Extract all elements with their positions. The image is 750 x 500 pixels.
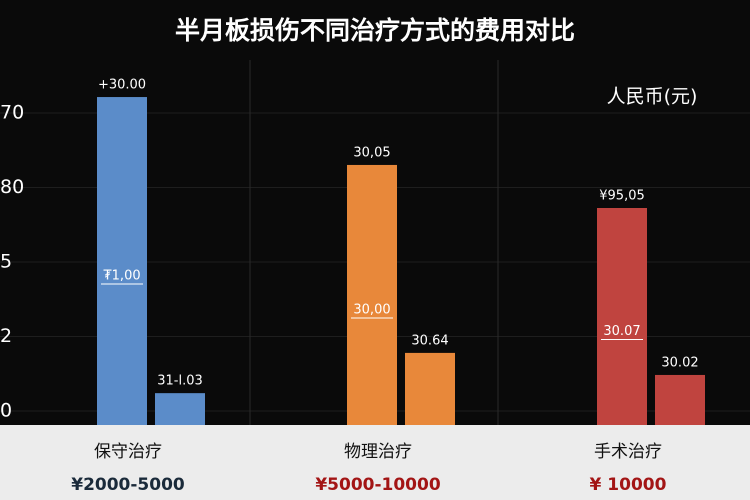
y-axis-label: 2 bbox=[0, 325, 12, 347]
category-label: 手术治疗 bbox=[594, 442, 662, 462]
data-label: 31-l.03 bbox=[157, 374, 203, 389]
bar bbox=[97, 97, 147, 426]
data-label: 30.64 bbox=[411, 333, 448, 348]
bar bbox=[155, 393, 205, 425]
y-axis-label: 80 bbox=[0, 176, 24, 198]
inner-label: 30,00 bbox=[353, 302, 390, 317]
bar bbox=[597, 208, 647, 425]
category-label: 保守治疗 bbox=[94, 442, 162, 462]
inner-label: 30.07 bbox=[603, 324, 640, 339]
data-label: 30,05 bbox=[353, 145, 390, 160]
data-label: ¥95,05 bbox=[599, 189, 645, 204]
chart-title: 半月板损伤不同治疗方式的费用对比 bbox=[175, 16, 575, 45]
y-axis-label: 0 bbox=[0, 400, 12, 422]
category-sublabel: ¥ 10000 bbox=[590, 475, 667, 495]
category-label: 物理治疗 bbox=[344, 442, 412, 462]
data-label: +30.00 bbox=[98, 78, 146, 93]
bar bbox=[655, 374, 705, 425]
y-axis-label: 70 bbox=[0, 102, 24, 124]
y-axis-label: 5 bbox=[0, 251, 12, 273]
category-strip bbox=[0, 425, 750, 500]
category-sublabel: ¥2000-5000 bbox=[71, 475, 185, 495]
inner-label: ₮1,00 bbox=[103, 269, 140, 284]
unit-label: 人民币(元) bbox=[607, 86, 698, 108]
data-label: 30.02 bbox=[661, 355, 698, 370]
category-sublabel: ¥5000-10000 bbox=[315, 475, 441, 495]
bar bbox=[347, 164, 397, 425]
bar bbox=[405, 352, 455, 425]
